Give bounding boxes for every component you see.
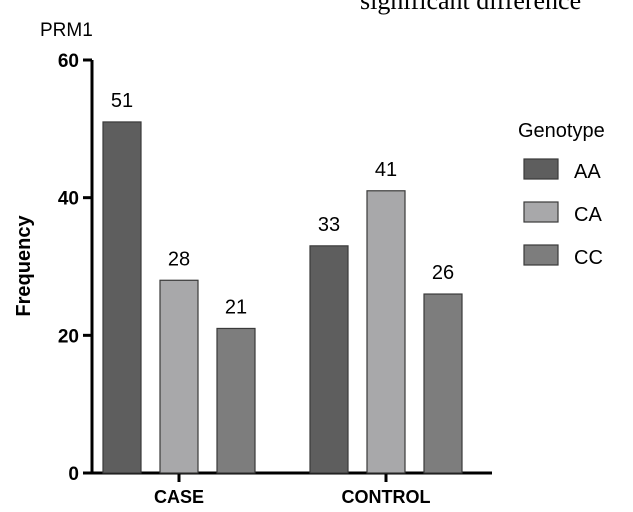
chart-title: PRM1 xyxy=(40,20,93,41)
data-label: 51 xyxy=(111,90,133,112)
y-tick-label: 40 xyxy=(58,189,79,210)
legend-title: Genotype xyxy=(518,120,605,142)
bar xyxy=(216,327,256,474)
x-tick-label: CONTROL xyxy=(342,487,431,507)
axes: 0 20 40 60 CASE CONTROL xyxy=(58,51,492,507)
legend-label: CA xyxy=(574,204,602,226)
cropped-caption-text: significant difference xyxy=(360,0,582,15)
bar xyxy=(309,245,349,474)
y-tick-label: 60 xyxy=(58,51,79,72)
bar xyxy=(423,293,463,474)
y-axis-label: Frequency xyxy=(13,215,35,317)
data-label: 28 xyxy=(168,248,190,270)
legend: Genotype AA CA CC xyxy=(518,120,605,269)
y-tick-label: 0 xyxy=(68,464,79,485)
data-label: 21 xyxy=(225,296,247,318)
data-label: 26 xyxy=(432,262,454,284)
legend-label: CC xyxy=(574,247,603,269)
legend-swatch xyxy=(523,201,559,223)
x-tick-label: CASE xyxy=(154,487,204,507)
bar xyxy=(102,121,142,474)
legend-swatch xyxy=(523,158,559,180)
legend-swatch xyxy=(523,244,559,266)
data-label: 33 xyxy=(318,214,340,236)
y-tick-label: 20 xyxy=(58,326,79,347)
data-label: 41 xyxy=(375,159,397,181)
bar xyxy=(159,279,199,474)
legend-label: AA xyxy=(574,161,601,183)
bar xyxy=(366,190,406,474)
bars-group: 51 28 21 33 41 26 xyxy=(102,90,463,474)
